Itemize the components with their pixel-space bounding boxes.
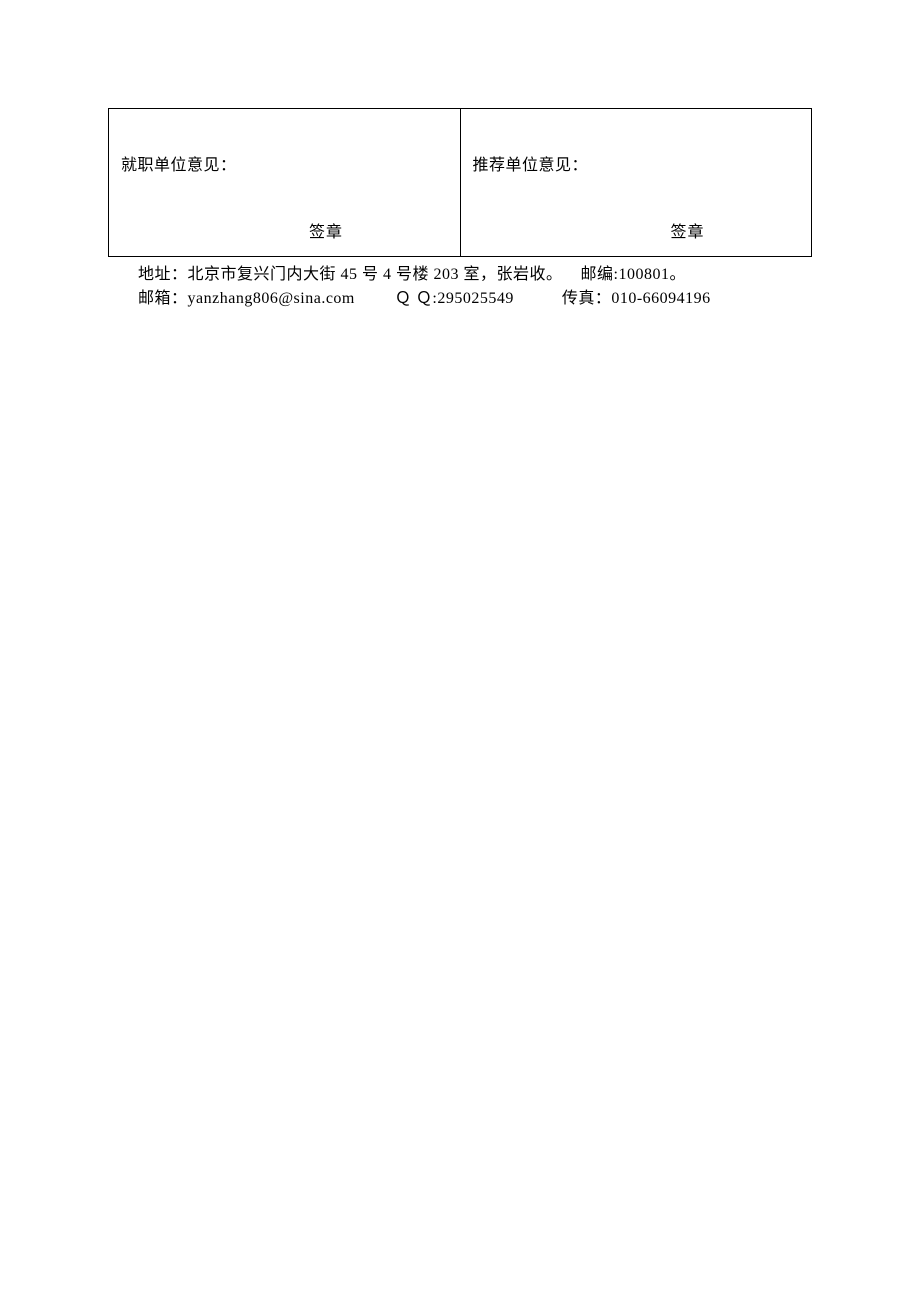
table-row: 就职单位意见： 签章 推荐单位意见： 签章 [109, 109, 812, 257]
address-value: 北京市复兴门内大街 45 号 4 号楼 203 室，张岩收。 [188, 266, 563, 283]
footer-line-1: 地址：北京市复兴门内大街 45 号 4 号楼 203 室，张岩收。 邮编:1008… [138, 263, 812, 287]
contact-footer: 地址：北京市复兴门内大街 45 号 4 号楼 203 室，张岩收。 邮编:1008… [108, 263, 812, 311]
employer-opinion-label: 就职单位意见： [121, 151, 237, 175]
postcode-label: 邮编: [581, 266, 619, 283]
email-value: yanzhang806@sina.com [188, 290, 355, 307]
recommender-sign-label: 签章 [671, 218, 705, 242]
opinion-table: 就职单位意见： 签章 推荐单位意见： 签章 [108, 108, 812, 257]
footer-line-2: 邮箱：yanzhang806@sina.com Ｑ Ｑ:295025549 传真：0… [138, 287, 812, 311]
document-page: 就职单位意见： 签章 推荐单位意见： 签章 地址：北京市复兴门内大街 45 号 … [0, 0, 920, 311]
recommender-opinion-cell: 推荐单位意见： 签章 [460, 109, 812, 257]
fax-value: 010-66094196 [611, 290, 710, 307]
postcode-value: 100801。 [618, 266, 686, 283]
qq-label: Ｑ Ｑ: [395, 290, 437, 307]
fax-label: 传真： [562, 290, 612, 307]
employer-sign-label: 签章 [309, 218, 343, 242]
qq-value: 295025549 [437, 290, 514, 307]
email-label: 邮箱： [138, 290, 188, 307]
recommender-opinion-label: 推荐单位意见： [473, 151, 589, 175]
employer-opinion-cell: 就职单位意见： 签章 [109, 109, 461, 257]
address-label: 地址： [138, 266, 188, 283]
